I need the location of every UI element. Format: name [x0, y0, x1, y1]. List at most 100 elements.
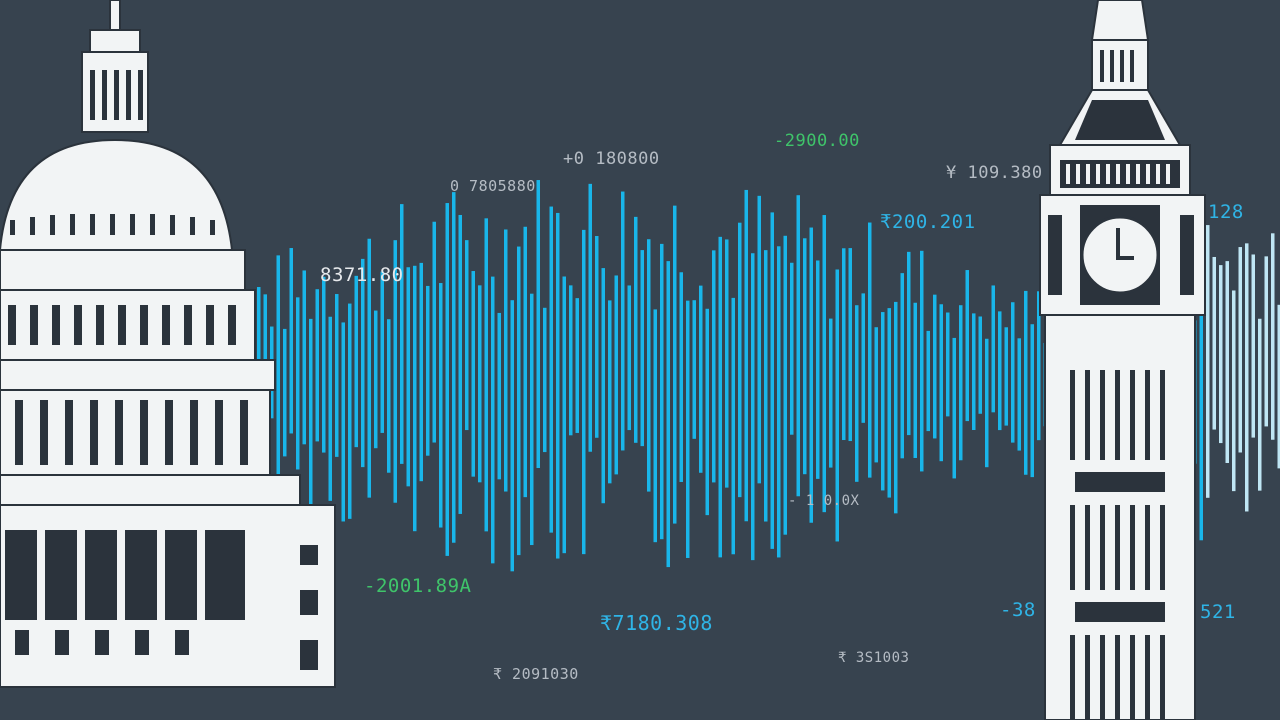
- waveform-bar: [803, 238, 807, 475]
- waveform-bar: [965, 270, 969, 422]
- waveform-bar: [887, 308, 891, 498]
- waveform-bar: [393, 240, 397, 503]
- waveform-bar: [621, 191, 625, 451]
- waveform-bar: [484, 218, 488, 532]
- value-label: ₹7180.308: [600, 611, 713, 635]
- waveform-bar: [699, 285, 703, 473]
- value-label: 128: [1208, 201, 1244, 223]
- waveform-bar: [1271, 233, 1275, 440]
- value-label: +0 180800: [563, 149, 660, 169]
- waveform-bar: [575, 298, 579, 433]
- waveform-bar: [634, 216, 638, 443]
- waveform-bar: [549, 206, 553, 533]
- waveform-bar: [400, 204, 404, 464]
- waveform-bar: [556, 212, 560, 559]
- waveform-bar: [562, 276, 566, 554]
- waveform-bar: [1251, 254, 1255, 438]
- waveform-bar: [283, 328, 287, 457]
- value-label: -2900.00: [774, 131, 860, 151]
- big-ben-illustration: [1039, 0, 1206, 720]
- value-label: -38: [1000, 599, 1036, 621]
- waveform-bar: [796, 195, 800, 497]
- waveform-bar: [1004, 327, 1008, 426]
- waveform-bar: [731, 297, 735, 555]
- waveform-bar: [725, 239, 729, 488]
- waveform-bar: [335, 294, 339, 457]
- waveform-bar: [478, 285, 482, 483]
- waveform-bar: [835, 269, 839, 542]
- waveform-bar: [692, 300, 696, 439]
- waveform-bar: [1017, 338, 1021, 451]
- waveform-bar: [328, 316, 332, 501]
- waveform-bar: [874, 327, 878, 463]
- waveform-bar: [855, 305, 859, 482]
- value-label: ₹200.201: [880, 211, 976, 233]
- waveform-bar: [458, 214, 462, 514]
- waveform-bar: [536, 180, 540, 469]
- waveform-bar: [510, 300, 514, 572]
- waveform-bar: [296, 297, 300, 470]
- waveform-bar: [497, 312, 501, 480]
- waveform-bar: [712, 250, 716, 483]
- value-label: 0 7805880: [450, 177, 536, 195]
- value-label: ₹ 3S1003: [838, 650, 910, 666]
- waveform-bar: [751, 253, 755, 561]
- waveform-bar: [276, 255, 280, 504]
- waveform-bar: [998, 311, 1002, 431]
- waveform-bar: [907, 251, 911, 436]
- waveform-bar: [1232, 290, 1236, 492]
- waveform-bar: [1264, 256, 1268, 427]
- waveform-bar: [894, 301, 898, 514]
- waveform-bar: [679, 272, 683, 482]
- waveform-bar: [582, 229, 586, 555]
- waveform-bar: [913, 302, 917, 458]
- waveform-bar: [738, 222, 742, 498]
- waveform-bar: [757, 195, 761, 484]
- waveform-bar: [601, 268, 605, 504]
- waveform-bar: [354, 275, 358, 448]
- waveform-bar: [926, 330, 930, 432]
- waveform-bar: [614, 275, 618, 475]
- waveform-bar: [1212, 256, 1216, 430]
- waveform-bar: [1277, 304, 1280, 469]
- waveform-bar: [309, 318, 313, 517]
- waveform-bar: [341, 322, 345, 522]
- waveform-bar: [959, 305, 963, 461]
- waveform-bar: [1206, 225, 1210, 498]
- waveform-bar: [413, 265, 417, 532]
- waveform-bar: [822, 215, 826, 513]
- waveform-bar: [419, 262, 423, 482]
- waveform-bar: [647, 239, 651, 492]
- waveform-bar: [380, 271, 384, 433]
- waveform-bar: [816, 260, 820, 479]
- waveform-bar: [302, 270, 306, 445]
- waveform-bar: [946, 312, 950, 417]
- waveform-bar: [465, 240, 469, 431]
- waveform-bar: [439, 283, 443, 528]
- waveform-bar: [640, 250, 644, 447]
- waveform-bar: [471, 271, 475, 477]
- waveform-bar: [653, 309, 657, 543]
- waveform-bar: [1024, 290, 1028, 475]
- waveform-bar: [985, 338, 989, 468]
- waveform-bar: [588, 183, 592, 452]
- waveform-bar: [868, 222, 872, 478]
- waveform-bar: [1258, 318, 1262, 491]
- waveform-bar: [1245, 243, 1249, 512]
- waveform-bar: [770, 212, 774, 549]
- waveform-bar: [523, 226, 527, 498]
- waveform-bar: [445, 203, 449, 556]
- value-label: 521: [1200, 601, 1236, 623]
- waveform-bar: [978, 316, 982, 414]
- waveform-bar: [920, 250, 924, 472]
- waveform-bar: [361, 258, 365, 468]
- waveform-bar: [543, 307, 547, 453]
- value-label: -2001.89A: [364, 575, 472, 597]
- waveform-bar: [1219, 265, 1223, 444]
- waveform-bar: [1030, 324, 1034, 478]
- waveform-bar: [1199, 283, 1203, 541]
- waveform-bar: [764, 250, 768, 522]
- waveform-bar: [660, 243, 664, 540]
- waveform-bar: [1037, 291, 1041, 441]
- waveform-bar: [744, 189, 748, 522]
